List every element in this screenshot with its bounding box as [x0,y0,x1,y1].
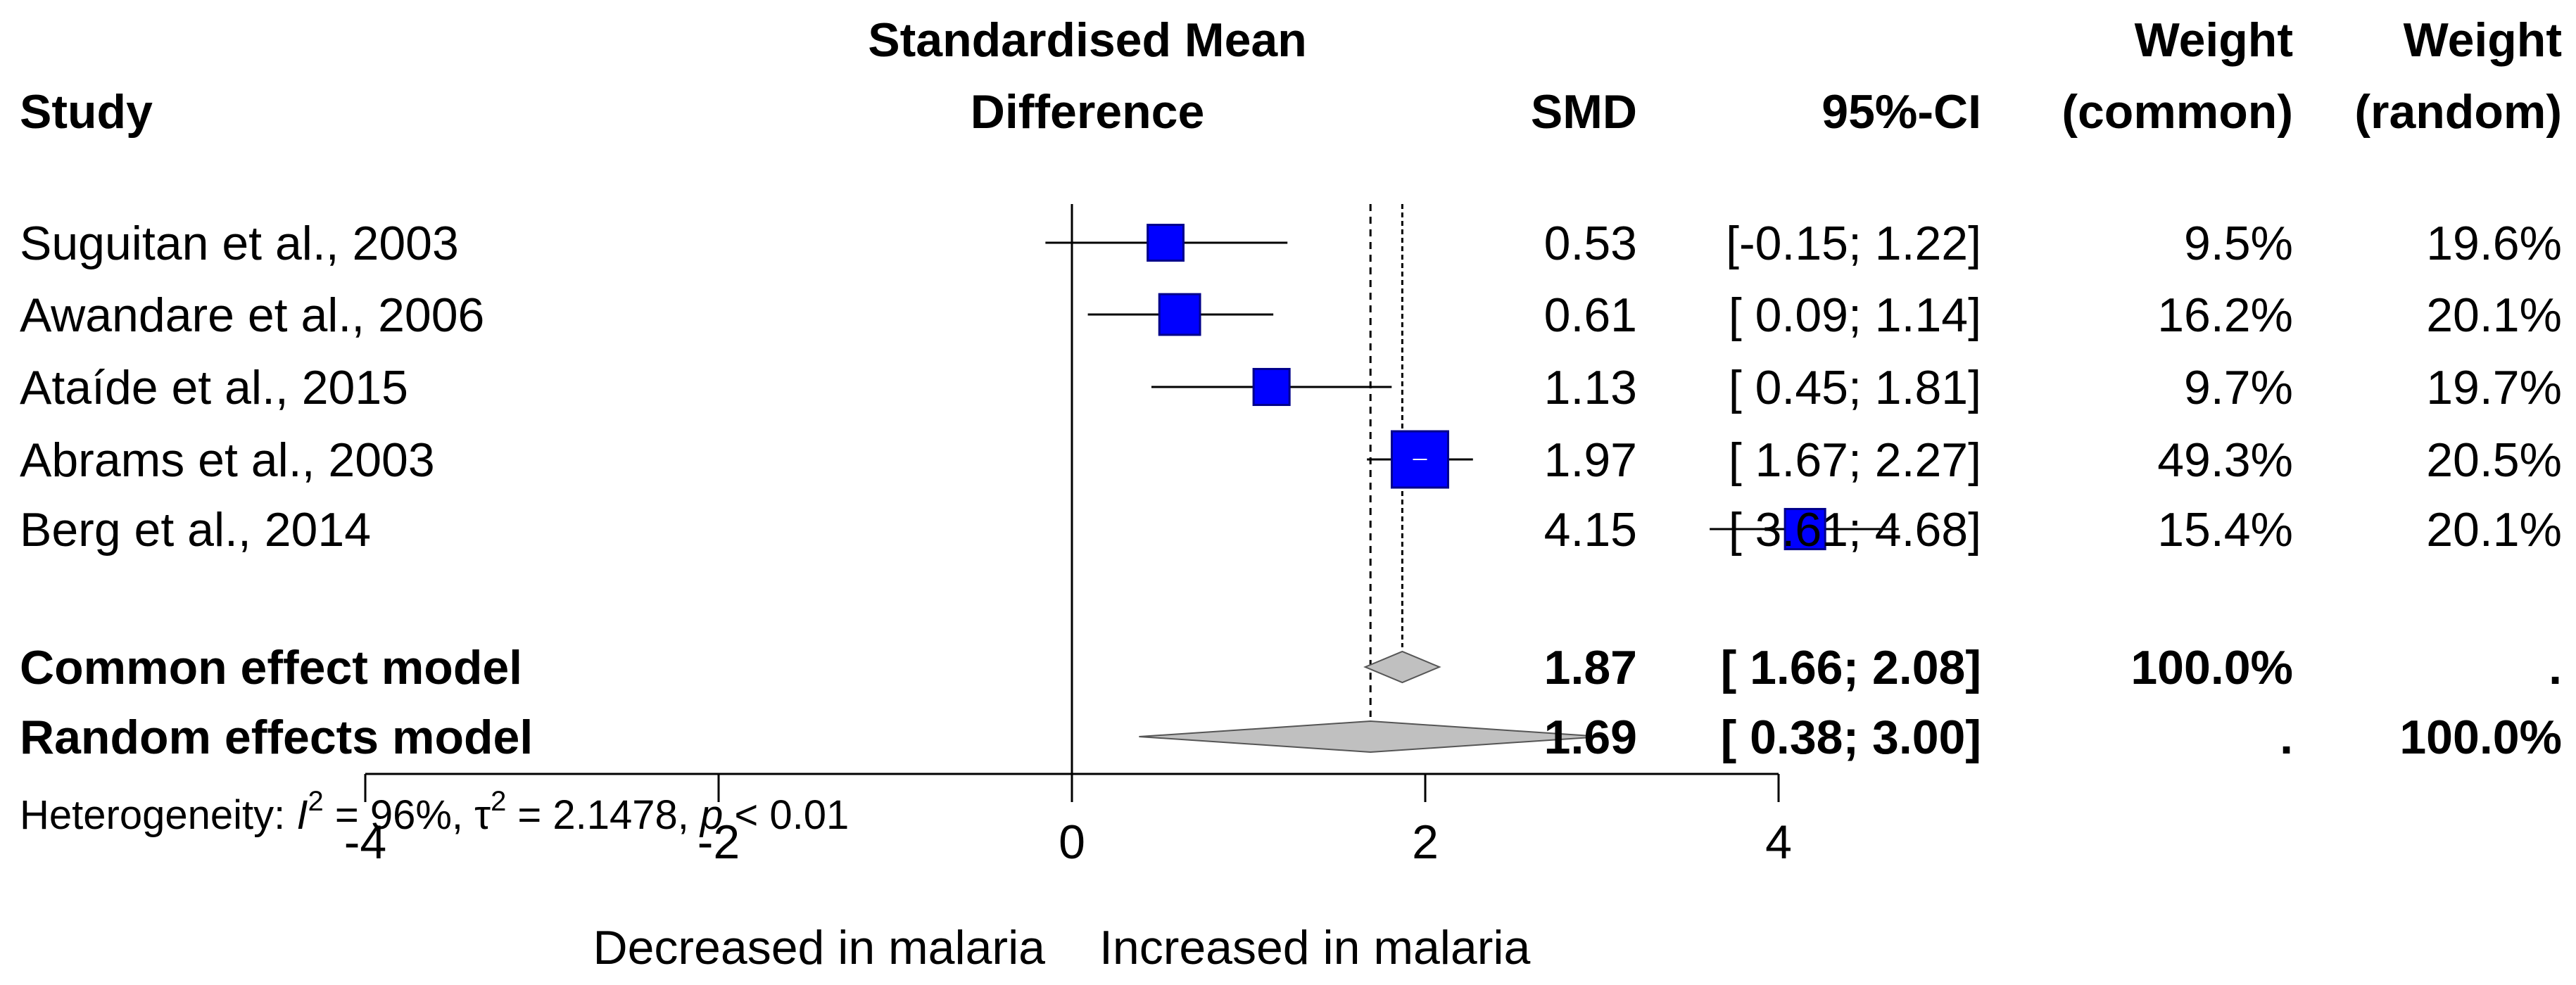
model-row: Random effects model 1.69 [ 0.38; 3.00]. 10… [20,711,2562,764]
study-label: Abrams et al., 2003 [20,433,435,487]
smd-value: 0.53 [1544,217,1637,270]
study-square [1252,367,1291,407]
weight-common-value: 9.7% [2184,361,2293,414]
axis-tick-label: -2 [697,815,740,869]
i2-value: = 96%, [324,792,474,838]
ci-value: [-0.15; 1.22] [1726,217,1981,270]
header-weight-common-line2: (common) [2062,85,2293,139]
weight-random-value: 100.0% [2399,711,2562,764]
study-row: Berg et al., 2014 4.15 [ 3.61; 4.68] 15.4% 2… [20,503,2562,557]
study-rows: Suguitan et al., 2003 0.53 [-0.15; 1.22] 9.… [20,217,2562,557]
model-diamond [1363,650,1441,684]
header-weight-common-line1: Weight [2135,13,2293,67]
weight-common-value: 15.4% [2157,503,2293,557]
study-row: Suguitan et al., 2003 0.53 [-0.15; 1.22] 9.… [20,217,2562,270]
header-study: Study [20,85,153,139]
smd-value: 1.13 [1544,361,1637,414]
study-row: Awandare et al., 2006 0.61 [ 0.09; 1.14] 16… [20,288,2562,342]
model-diamond [1139,720,1603,754]
study-label: Suguitan et al., 2003 [20,217,459,270]
weight-random-value: . [2549,641,2562,694]
ci-value: [ 0.38; 3.00] [1721,711,1981,764]
smd-value: 1.69 [1544,711,1637,764]
tau2-symbol: τ [474,792,491,838]
axis-label-right: Increased in malaria [1099,921,1530,974]
axis-tick-label: 0 [1059,815,1085,869]
x-axis: -4 -2 0 2 4 [344,773,1792,869]
study-square [1147,224,1185,262]
header-ci: 95%-CI [1821,85,1981,139]
i2-superscript: 2 [308,786,323,817]
tau2-value: = 2.1478, [506,792,700,838]
study-label: Berg et al., 2014 [20,503,371,557]
model-label: Common effect model [20,641,522,694]
header-weight-random-line2: (random) [2354,85,2562,139]
plot-title-line2: Difference [971,85,1205,139]
weight-random-value: 20.1% [2426,288,2562,342]
plot-title-line1: Standardised Mean [868,13,1307,67]
axis-tick-label: 2 [1412,815,1439,869]
weight-common-value: 16.2% [2157,288,2293,342]
p-symbol: p [699,792,723,838]
study-square [1783,507,1826,551]
smd-value: 1.97 [1544,433,1637,487]
study-label: Ataíde et al., 2015 [20,361,408,414]
heterogeneity-prefix: Heterogeneity: [20,792,296,838]
weight-random-value: 20.1% [2426,503,2562,557]
heterogeneity-text: Heterogeneity: I2 = 96%, τ2 = 2.1478, p … [20,786,849,838]
tau2-superscript: 2 [491,786,506,817]
ci-value: [ 3.61; 4.68] [1729,503,1981,557]
weight-random-value: 20.5% [2426,433,2562,487]
axis-tick-label: -4 [344,815,386,869]
ci-value: [ 0.45; 1.81] [1729,361,1981,414]
p-value: < 0.01 [723,792,849,838]
weight-common-value: 9.5% [2184,217,2293,270]
study-row: Abrams et al., 2003 1.97 [ 1.67; 2.27] 49.3… [20,430,2562,489]
model-label: Random effects model [20,711,533,764]
model-rows: Common effect model 1.87 [ 1.66; 2.08] 100.… [20,641,2562,764]
weight-common-value: 49.3% [2157,433,2293,487]
study-row: Ataíde et al., 2015 1.13 [ 0.45; 1.81] 9.7%… [20,361,2562,414]
smd-value: 4.15 [1544,503,1637,557]
weight-random-value: 19.7% [2426,361,2562,414]
study-square [1158,293,1201,336]
ci-value: [ 1.67; 2.27] [1729,433,1981,487]
axis-tick-label: 4 [1765,815,1792,869]
smd-value: 1.87 [1544,641,1637,694]
weight-random-value: 19.6% [2426,217,2562,270]
axis-label-left: Decreased in malaria [593,921,1045,974]
ci-value: [ 0.09; 1.14] [1729,288,1981,342]
header-weight-random-line1: Weight [2404,13,2562,67]
smd-value: 0.61 [1544,288,1637,342]
weight-common-value: . [2280,711,2293,764]
weight-common-value: 100.0% [2130,641,2293,694]
ci-value: [ 1.66; 2.08] [1721,641,1981,694]
i2-symbol: I [296,792,308,838]
model-row: Common effect model 1.87 [ 1.66; 2.08] 100.… [20,641,2562,694]
header-smd: SMD [1531,85,1637,139]
study-label: Awandare et al., 2006 [20,288,484,342]
